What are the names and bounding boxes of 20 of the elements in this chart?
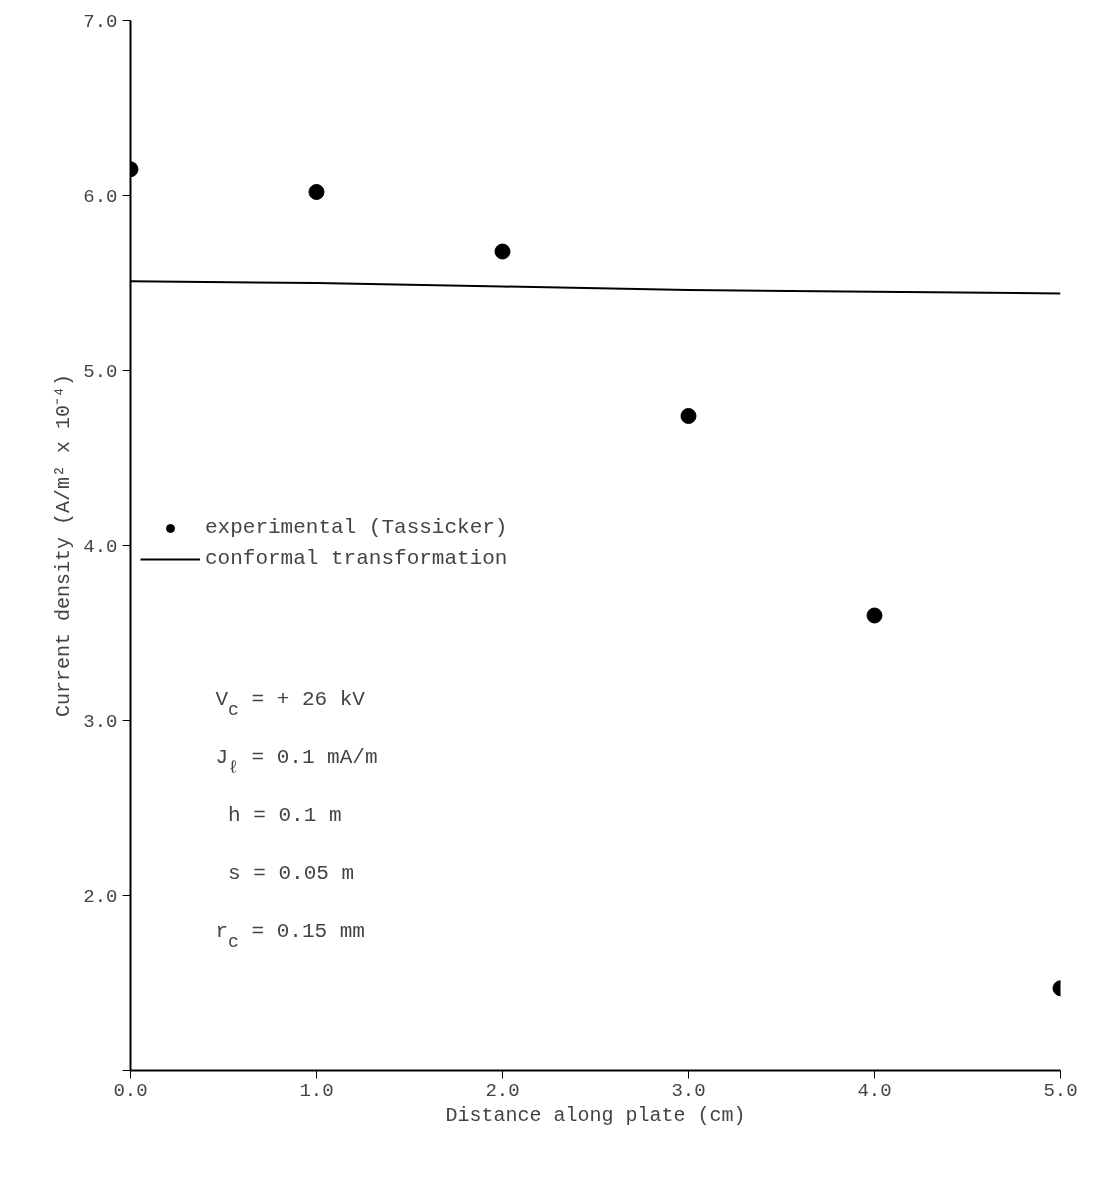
x-tick-label: 3.0: [671, 1079, 706, 1102]
point: [494, 243, 511, 260]
x-tick-label: 5.0: [1043, 1079, 1078, 1102]
legend-label: experimental (Tassicker): [205, 516, 508, 539]
x-tick-label: 1.0: [299, 1079, 334, 1102]
annotation: h = 0.1 m: [228, 803, 342, 827]
x-axis-title: Distance along plate (cm): [445, 1103, 746, 1127]
x-tick-label: 4.0: [857, 1079, 892, 1102]
y-tick-label: 7.0: [83, 10, 118, 33]
annotation: s = 0.05 m: [228, 861, 355, 885]
x-tick-label: 0.0: [113, 1079, 148, 1102]
x-tick-label: 2.0: [485, 1079, 520, 1102]
y-tick-label: 2.0: [83, 885, 118, 908]
point: [680, 408, 697, 424]
y-tick-label: 6.0: [83, 185, 118, 208]
y-tick-label: 4.0: [83, 535, 118, 558]
y-tick-label: 5.0: [83, 360, 118, 383]
legend-label: conformal transformation: [205, 547, 508, 570]
y-tick-label: 3.0: [83, 710, 118, 733]
y-axis-title: Current density (A/m² x 10⁻⁴): [52, 373, 76, 718]
